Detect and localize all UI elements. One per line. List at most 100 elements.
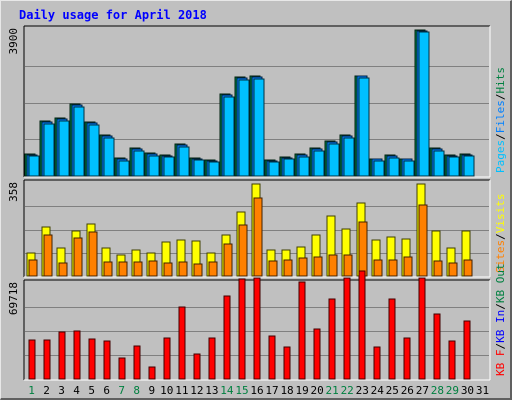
bar-kb-f-day-9 [148, 366, 156, 380]
bar-kb-f-day-10 [163, 337, 171, 380]
bar-sites-day-23 [358, 221, 368, 277]
bar-kb-f-day-13 [208, 337, 216, 380]
x-axis-labels: 1 2 3 4 5 6 7 8 9 10 11 12 13 14 15 16 17 18 19 20 21 22 23 24 2… [28, 384, 489, 397]
x-tick-label-day-9: 9 [148, 384, 155, 397]
bar-sites-day-14 [223, 243, 233, 277]
bar-kb-f-day-15 [238, 278, 246, 380]
bar-sites-day-26 [403, 256, 413, 277]
bar-sites-day-4 [73, 237, 83, 277]
bar-pages-day-22 [343, 137, 355, 177]
bar-sites-day-15 [238, 224, 248, 277]
bar-kb-f-day-23 [358, 270, 366, 380]
x-tick-label-day-4: 4 [73, 384, 80, 397]
scale-max-label: 3900 [7, 28, 20, 55]
panel-legend: Sites/Visits [494, 194, 507, 274]
bar-sites-day-6 [103, 261, 113, 277]
x-tick-label-day-17: 17 [265, 384, 278, 397]
bar-sites-day-1 [28, 259, 38, 277]
x-tick-label-day-22: 22 [341, 384, 354, 397]
bar-kb-f-day-29 [448, 340, 456, 380]
bar-sites-day-25 [388, 259, 398, 277]
chart-title: Daily usage for April 2018 [19, 8, 207, 22]
bar-pages-day-5 [88, 124, 100, 177]
x-tick-label-day-7: 7 [118, 384, 125, 397]
bar-kb-f-day-2 [43, 339, 51, 380]
bar-sites-day-7 [118, 261, 128, 277]
bar-pages-day-13 [208, 161, 220, 177]
x-tick-label-day-8: 8 [133, 384, 140, 397]
legend-entry: Pages [494, 140, 507, 173]
bar-sites-day-12 [193, 263, 203, 277]
panel-legend: KB F/KB In/KB Out [494, 263, 507, 376]
x-tick-label-day-21: 21 [326, 384, 339, 397]
x-tick-label-day-31: 31 [476, 384, 489, 397]
x-tick-label-day-11: 11 [175, 384, 188, 397]
bar-kb-f-day-8 [133, 345, 141, 380]
bar-pages-day-20 [313, 150, 325, 177]
bar-pages-day-2 [43, 123, 55, 177]
bar-pages-day-11 [178, 146, 190, 177]
bar-kb-f-day-16 [253, 277, 261, 380]
bar-sites-day-11 [178, 261, 188, 277]
bar-pages-day-25 [388, 157, 400, 177]
bar-pages-day-30 [463, 155, 475, 177]
scale-max-label: 69718 [7, 282, 20, 315]
legend-separator: / [494, 94, 507, 101]
bar-kb-f-day-7 [118, 357, 126, 380]
bar-kb-f-day-25 [388, 298, 396, 380]
bar-sites-day-10 [163, 262, 173, 277]
legend-separator: / [494, 233, 507, 240]
bar-sites-day-20 [313, 256, 323, 277]
legend-entry: KB Out [494, 263, 507, 303]
x-tick-label-day-12: 12 [190, 384, 203, 397]
legend-entry: Visits [494, 194, 507, 234]
panel-kbin-kbout-kbf: 69718 KB F/KB In/KB Out [7, 263, 507, 381]
bar-sites-day-27 [418, 204, 428, 277]
bar-kb-f-day-27 [418, 277, 426, 380]
bar-kb-f-day-28 [433, 313, 441, 380]
bar-pages-day-24 [373, 160, 385, 177]
bar-kb-f-day-30 [463, 320, 471, 380]
series-kb-f [28, 270, 471, 380]
x-tick-label-day-24: 24 [371, 384, 385, 397]
x-tick-label-day-16: 16 [250, 384, 263, 397]
bar-kb-f-day-11 [178, 306, 186, 380]
bar-pages-day-23 [358, 77, 370, 177]
x-tick-label-day-20: 20 [311, 384, 324, 397]
x-tick-label-day-18: 18 [280, 384, 293, 397]
x-tick-label-day-3: 3 [58, 384, 65, 397]
bar-pages-day-8 [133, 150, 145, 177]
bar-kb-f-day-14 [223, 295, 231, 380]
bar-kb-f-day-3 [58, 331, 66, 380]
bar-sites-day-13 [208, 261, 218, 277]
bar-pages-day-18 [283, 158, 295, 177]
bar-sites-day-18 [283, 259, 293, 277]
legend-separator: / [494, 133, 507, 140]
bar-sites-day-28 [433, 260, 443, 277]
bar-kb-f-day-1 [28, 339, 36, 380]
x-tick-label-day-15: 15 [235, 384, 248, 397]
x-tick-label-day-26: 26 [401, 384, 414, 397]
legend-entry: Files [494, 100, 507, 133]
bar-pages-day-12 [193, 159, 205, 177]
bar-kb-f-day-19 [298, 281, 306, 380]
bar-kb-f-day-12 [193, 353, 201, 380]
bar-pages-day-16 [253, 78, 265, 177]
x-tick-label-day-23: 23 [356, 384, 369, 397]
bar-sites-day-24 [373, 259, 383, 277]
bar-sites-day-5 [88, 231, 98, 277]
x-tick-label-day-19: 19 [295, 384, 308, 397]
bar-sites-day-22 [343, 254, 353, 277]
bar-sites-day-30 [463, 259, 473, 277]
bar-kb-f-day-20 [313, 328, 321, 380]
bar-pages-day-14 [223, 96, 235, 177]
bar-kb-f-day-26 [403, 337, 411, 380]
series-pages [28, 31, 475, 177]
bar-pages-day-6 [103, 137, 115, 177]
x-tick-label-day-1: 1 [28, 384, 35, 397]
legend-entry: Hits [494, 67, 507, 94]
bar-pages-day-7 [118, 160, 130, 177]
bar-sites-day-21 [328, 254, 338, 277]
bar-pages-day-9 [148, 155, 160, 177]
